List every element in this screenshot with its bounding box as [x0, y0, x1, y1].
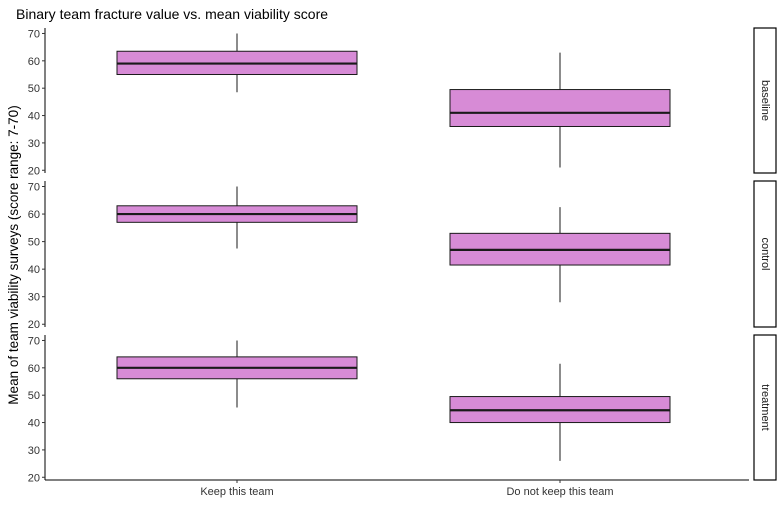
- facet-strip-label: control: [759, 237, 771, 270]
- y-tick-label: 40: [28, 264, 40, 276]
- facet-strip-label: baseline: [759, 80, 771, 121]
- y-tick-label: 50: [28, 390, 40, 402]
- y-tick-label: 70: [28, 28, 40, 40]
- facet-strip: [753, 27, 777, 174]
- y-tick-label: 20: [28, 165, 40, 177]
- x-axis: Keep this team Do not keep this team: [45, 479, 749, 498]
- y-tick-label: 50: [28, 237, 40, 249]
- y-tick-label: 60: [28, 209, 40, 221]
- x-tick-label: Do not keep this team: [506, 486, 613, 498]
- facet-strip: [753, 180, 777, 328]
- x-tick-label: Keep this team: [200, 486, 273, 498]
- y-tick-label: 20: [28, 319, 40, 331]
- y-tick-label: 20: [28, 472, 40, 484]
- y-tick-label: 40: [28, 418, 40, 430]
- y-tick-label: 50: [28, 83, 40, 95]
- y-tick-label: 30: [28, 292, 40, 304]
- facet-panel-treatment: 20 30 40 50 60 70 treatment: [28, 334, 777, 484]
- y-tick-label: 60: [28, 363, 40, 375]
- facet-strip-label: treatment: [759, 384, 771, 430]
- y-tick-label: 40: [28, 111, 40, 123]
- y-tick-label: 70: [28, 182, 40, 194]
- y-tick-label: 30: [28, 138, 40, 150]
- facet-panel-baseline: 20 30 40 50 60 70 baseline: [28, 27, 777, 177]
- y-tick-label: 30: [28, 445, 40, 457]
- y-tick-label: 70: [28, 335, 40, 347]
- chart-title: Binary team fracture value vs. mean viab…: [16, 6, 328, 22]
- y-tick-label: 60: [28, 56, 40, 68]
- facet-panels: 203040506070baseline203040506070control2…: [28, 27, 777, 484]
- facet-strip: [753, 334, 777, 481]
- y-axis-label: Mean of team viability surveys (score ra…: [6, 105, 21, 404]
- facet-panel-control: 20 30 40 50 60 70 control: [28, 180, 777, 331]
- box: [449, 89, 671, 127]
